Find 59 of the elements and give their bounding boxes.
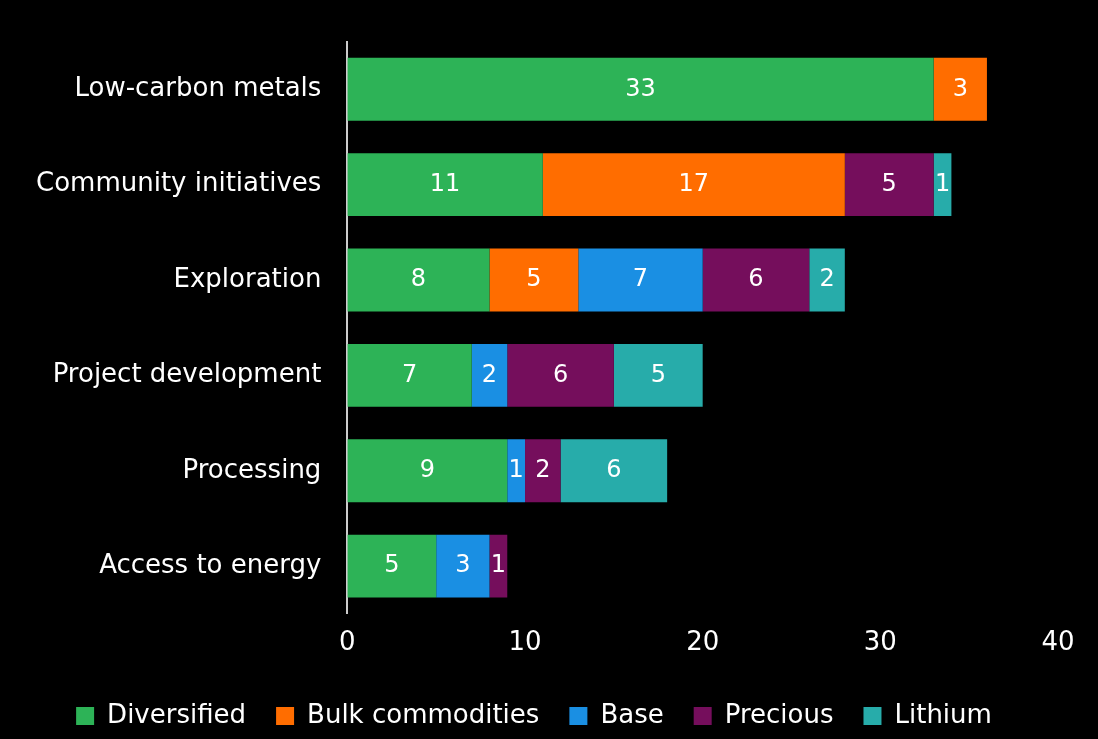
y-tick-label: Processing <box>182 453 322 484</box>
bar <box>347 153 543 217</box>
data-label: 1 <box>490 550 507 579</box>
legend-label: Lithium <box>894 698 992 729</box>
data-label: 5 <box>384 550 400 579</box>
bar <box>525 439 561 503</box>
x-tick-label: 10 <box>508 626 542 657</box>
data-label: 2 <box>535 454 551 483</box>
data-label: 9 <box>419 454 435 483</box>
y-tick-label: Community initiatives <box>35 167 322 198</box>
data-label: 1 <box>934 168 951 197</box>
y-tick-label: Exploration <box>173 262 322 293</box>
legend-label: Precious <box>724 698 834 729</box>
data-label: 3 <box>455 550 471 579</box>
data-label: 7 <box>401 359 418 388</box>
data-label: 2 <box>481 359 498 388</box>
x-tick-label: 30 <box>863 626 897 657</box>
bar <box>560 439 668 503</box>
bar <box>844 153 934 217</box>
bar <box>578 248 703 312</box>
bar <box>489 534 508 598</box>
bar <box>347 439 508 503</box>
bar <box>347 57 934 121</box>
data-label: 7 <box>632 264 649 293</box>
legend-label: Bulk commodities <box>307 698 540 729</box>
legend-label: Diversified <box>107 698 247 729</box>
data-label: 5 <box>526 264 542 293</box>
y-tick-label: Project development <box>52 358 322 389</box>
bar <box>809 248 845 312</box>
y-tick-label: Access to energy <box>99 548 322 579</box>
bar <box>507 343 614 407</box>
data-label: 8 <box>410 264 427 293</box>
bar <box>471 343 508 407</box>
bar <box>702 248 810 312</box>
y-tick-label: Low-carbon metals <box>74 72 322 103</box>
data-label: 3 <box>952 73 968 102</box>
x-tick-label: 0 <box>339 626 356 657</box>
data-label: 11 <box>429 168 461 197</box>
bar <box>933 57 987 121</box>
data-label: 5 <box>650 359 666 388</box>
bar <box>507 439 526 503</box>
bar <box>347 248 490 312</box>
bar <box>347 534 437 598</box>
bar <box>347 343 472 407</box>
data-label: 6 <box>748 264 764 293</box>
bar <box>436 534 490 598</box>
data-label: 2 <box>819 264 835 293</box>
data-label: 33 <box>625 73 656 102</box>
data-label: 5 <box>881 168 897 197</box>
x-tick-label: 40 <box>1041 626 1075 657</box>
x-tick-label: 20 <box>686 626 720 657</box>
bar <box>542 153 845 217</box>
data-label: 6 <box>552 359 569 388</box>
bar <box>489 248 579 312</box>
legend-label: Base <box>600 698 664 729</box>
data-label: 17 <box>678 168 710 197</box>
bar <box>613 343 703 407</box>
data-label: 6 <box>606 454 622 483</box>
data-label: 1 <box>508 454 524 483</box>
